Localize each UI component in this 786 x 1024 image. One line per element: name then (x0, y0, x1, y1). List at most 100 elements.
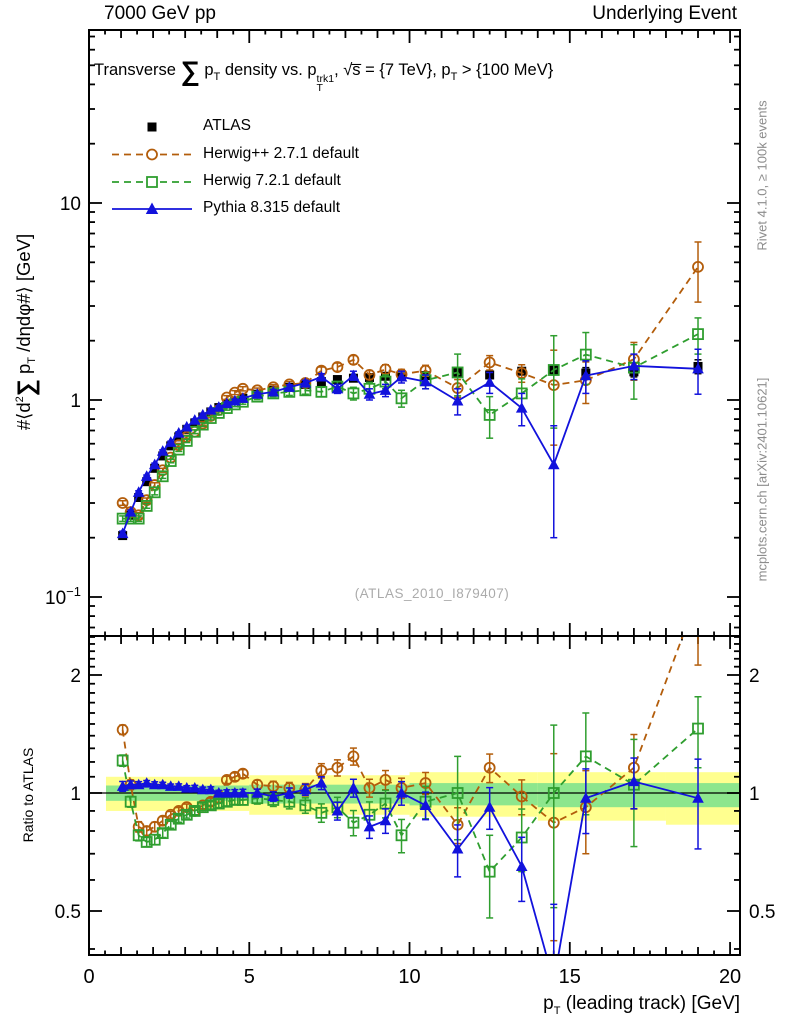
herwigpp-marker (315, 764, 328, 777)
herwig7-marker (156, 827, 169, 840)
x-tick-label: 20 (719, 966, 741, 988)
y-tick-label: 10−1 (45, 584, 81, 609)
herwig7-marker (132, 512, 145, 525)
herwig7-marker (347, 387, 360, 400)
pythia-marker (251, 388, 264, 399)
pythia-marker (628, 775, 640, 787)
herwig7-marker (451, 787, 464, 799)
atlas-marker (332, 375, 342, 385)
herwigpp-main-series (116, 241, 704, 522)
herwigpp-ratio-series (116, 590, 703, 942)
pythia-marker (213, 401, 225, 412)
x-axis-label: pT (leading track) [GeV] (543, 993, 740, 1017)
atlas-marker (158, 451, 168, 461)
x-tick-label: 0 (83, 966, 94, 988)
pythia-marker (164, 436, 177, 447)
atlas-marker (316, 377, 326, 387)
y-axis-label: #⟨d2∑ pT /dηdφ#⟩ [GeV] (13, 233, 40, 431)
pythia-marker (180, 781, 193, 793)
data-uncertainty-band-inner (409, 783, 538, 806)
x-tick-label: 15 (559, 966, 581, 988)
x-tick-label: 5 (244, 966, 255, 988)
pythia-marker (132, 486, 145, 497)
pythia-marker (283, 787, 296, 798)
herwigpp-marker (483, 761, 496, 774)
herwig7-marker (451, 366, 464, 379)
herwig7-marker (188, 425, 201, 438)
pythia-marker (580, 792, 592, 803)
herwigpp-marker (363, 369, 376, 381)
herwig7-marker-icon (146, 176, 158, 188)
pythia-ratio-series (116, 757, 704, 955)
pythia-marker (580, 369, 592, 381)
pythia-marker (419, 375, 432, 387)
pythia-marker (299, 783, 312, 795)
pythia-marker (379, 384, 392, 395)
mcplots-watermark: mcplots.cern.ch [arXiv:2401.10621] (754, 377, 770, 582)
pythia-marker (692, 362, 704, 374)
pythia-main-series (116, 348, 704, 539)
pythia-marker (124, 778, 137, 790)
herwig7-marker (164, 818, 177, 831)
herwig7-marker (188, 805, 201, 817)
pythia-marker-icon (145, 202, 159, 214)
ratio-tick-label: 1 (70, 784, 81, 805)
pythia-marker (140, 470, 153, 481)
pythia-marker (299, 376, 312, 388)
pythia-marker (188, 414, 201, 425)
sum-symbol: ∑ (180, 56, 200, 86)
atlas-marker-icon (147, 122, 157, 132)
pythia-marker (379, 814, 392, 826)
ratio-tick-label: 1 (749, 784, 760, 805)
herwig7-marker (315, 385, 328, 398)
herwig7-marker (483, 865, 496, 878)
pythia-marker (237, 392, 249, 403)
pythia-marker (395, 787, 408, 798)
herwig7-marker (547, 787, 560, 799)
pythia-marker (515, 860, 528, 871)
herwig7-marker (299, 799, 312, 812)
y-tick-label: 1 (70, 391, 81, 412)
herwigpp-marker (693, 590, 703, 600)
herwigpp-marker (363, 782, 376, 794)
herwigpp-marker-icon (146, 148, 158, 161)
legend-label-herwig7: Herwig 7.2.1 default (203, 172, 341, 189)
pythia-marker (315, 777, 328, 788)
herwig7-marker (315, 806, 328, 819)
herwig7-marker (140, 836, 153, 848)
pythia-marker (156, 778, 169, 790)
atlas-marker (134, 492, 144, 502)
pythia-marker (267, 790, 280, 802)
pythia-marker (196, 783, 209, 795)
herwigpp-marker (692, 260, 704, 273)
pythia-marker (164, 780, 177, 791)
herwig7-marker (180, 808, 193, 821)
pythia-marker (156, 445, 169, 456)
x-tick-label: 10 (398, 966, 420, 988)
pythia-marker (140, 777, 153, 788)
analysis-reference-label: (ATLAS_2010_I879407) (354, 586, 510, 601)
uncertainty-bands (105, 772, 740, 825)
ratio-axis-label: Ratio to ATLAS (20, 747, 36, 843)
ratio-tick-label: 2 (749, 666, 760, 687)
herwigpp-marker (483, 356, 496, 369)
herwig7-marker (132, 829, 145, 842)
herwig7-marker (579, 348, 592, 361)
pythia-marker (196, 408, 209, 420)
herwig7-marker (692, 328, 704, 341)
herwigpp-marker (331, 361, 344, 373)
pythia-marker (515, 402, 528, 413)
ratio-tick-label: 0.5 (749, 902, 775, 923)
ratio-tick-label: 0.5 (55, 902, 81, 923)
herwig7-marker (579, 750, 592, 763)
herwig7-marker (483, 409, 496, 421)
main-panel-frame (88, 29, 741, 637)
pythia-marker (419, 799, 432, 810)
herwig7-marker (172, 443, 185, 456)
herwigpp-marker (347, 353, 360, 366)
pythia-marker (692, 792, 704, 803)
herwigpp-marker (148, 820, 161, 833)
pythia-marker (251, 787, 264, 798)
herwig7-marker (212, 797, 225, 810)
